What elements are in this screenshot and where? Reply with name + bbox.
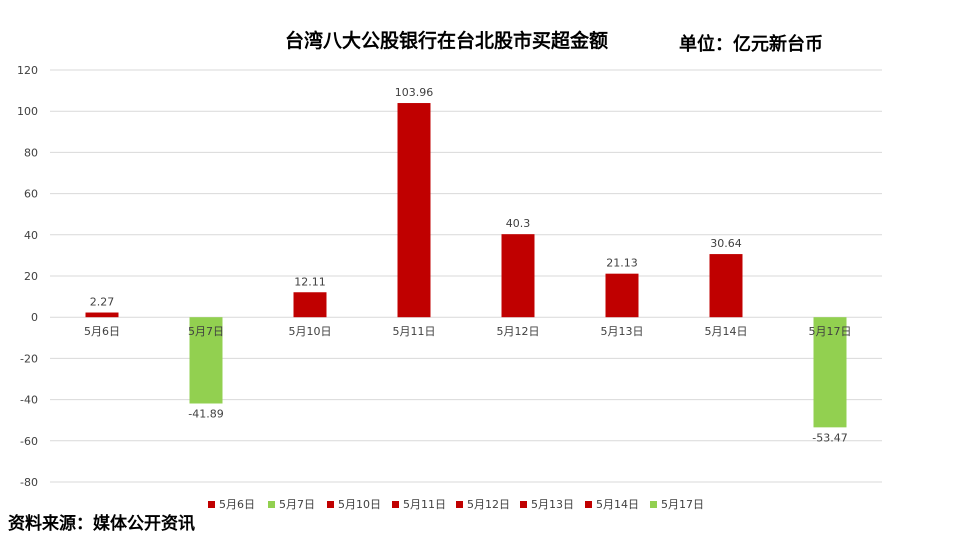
legend-label: 5月13日 <box>531 498 574 511</box>
source-note: 资料来源：媒体公开资讯 <box>8 514 195 534</box>
legend-item: 5月7日 <box>268 496 315 512</box>
legend-label: 5月12日 <box>467 498 510 511</box>
data-label: 12.11 <box>294 275 326 288</box>
x-tick-label: 5月14日 <box>705 325 748 338</box>
bar <box>501 234 535 318</box>
y-tick-label: 20 <box>24 270 38 283</box>
legend-swatch <box>650 500 657 508</box>
x-tick-label: 5月17日 <box>809 325 852 338</box>
y-tick-label: -80 <box>20 476 38 489</box>
bar <box>605 273 639 318</box>
x-tick-label: 5月11日 <box>393 325 436 338</box>
legend-item: 5月17日 <box>650 496 704 512</box>
y-tick-label: 0 <box>31 311 38 324</box>
y-tick-label: 60 <box>24 188 38 201</box>
legend-label: 5月14日 <box>596 498 639 511</box>
bar <box>85 312 119 318</box>
legend-label: 5月17日 <box>661 498 704 511</box>
chart-title: 台湾八大公股银行在台北股市买超金额 <box>285 30 609 52</box>
y-tick-label: 40 <box>24 229 38 242</box>
bar <box>293 292 327 318</box>
bar <box>709 254 743 318</box>
y-tick-label: -60 <box>20 435 38 448</box>
bar <box>813 317 847 428</box>
y-tick-label: -40 <box>20 394 38 407</box>
legend-swatch <box>327 500 334 508</box>
data-label: 2.27 <box>90 296 115 309</box>
legend-swatch <box>456 500 463 508</box>
legend-item: 5月13日 <box>520 496 574 512</box>
y-tick-label: 120 <box>17 64 38 77</box>
legend-item: 5月11日 <box>392 496 446 512</box>
x-tick-label: 5月6日 <box>84 325 120 338</box>
legend-swatch <box>208 500 215 508</box>
legend-item: 5月12日 <box>456 496 510 512</box>
legend-swatch <box>520 500 527 508</box>
bar <box>189 317 223 404</box>
legend-item: 5月14日 <box>585 496 639 512</box>
x-tick-label: 5月13日 <box>601 325 644 338</box>
legend-item: 5月10日 <box>327 496 381 512</box>
data-label: -41.89 <box>188 407 223 420</box>
x-tick-label: 5月10日 <box>289 325 332 338</box>
legend-label: 5月11日 <box>403 498 446 511</box>
legend-label: 5月7日 <box>279 498 315 511</box>
y-tick-label: 100 <box>17 105 38 118</box>
legend-swatch <box>268 500 275 508</box>
y-tick-label: -20 <box>20 352 38 365</box>
y-tick-label: 80 <box>24 146 38 159</box>
chart-legend: 5月6日 5月7日 5月10日 5月11日 5月12日 5月13日 5月14日 5月17日 <box>0 496 960 514</box>
data-label: 21.13 <box>606 257 638 270</box>
legend-label: 5月6日 <box>219 498 255 511</box>
legend-label: 5月10日 <box>338 498 381 511</box>
data-label: 40.3 <box>506 217 531 230</box>
legend-item: 5月6日 <box>208 496 255 512</box>
data-label: 30.64 <box>710 237 742 250</box>
legend-swatch <box>392 500 399 508</box>
unit-label: 单位：亿元新台币 <box>679 34 823 55</box>
data-label: 103.96 <box>395 86 434 99</box>
x-tick-label: 5月12日 <box>497 325 540 338</box>
data-label: -53.47 <box>812 431 847 444</box>
legend-swatch <box>585 500 592 508</box>
bar <box>397 103 431 318</box>
x-tick-label: 5月7日 <box>188 325 224 338</box>
